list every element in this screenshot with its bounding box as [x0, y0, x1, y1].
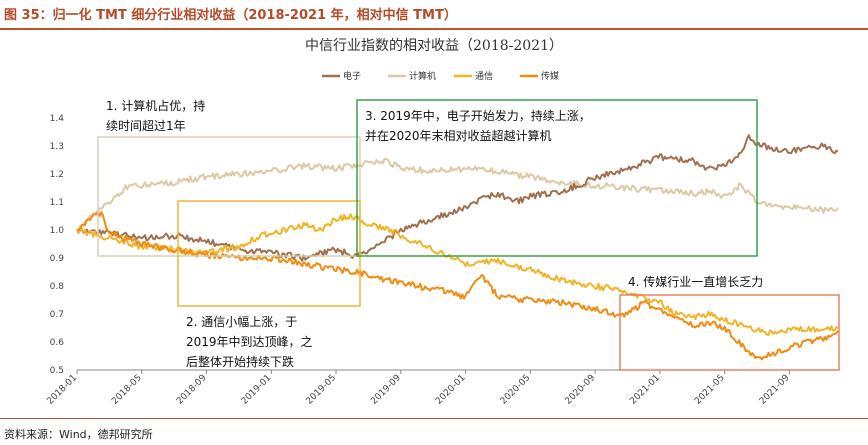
- series-line-1: [76, 134, 839, 262]
- annotation-text: 2019年中到达顶峰，之: [186, 334, 313, 349]
- y-tick-label: 1.2: [50, 170, 64, 180]
- annotation-text: 并在2020年末相对收益超越计算机: [365, 128, 552, 143]
- annotation-box: [177, 200, 361, 307]
- annotation-text: 4. 传媒行业一直增长乏力: [628, 274, 763, 289]
- y-tick-label: 1.0: [50, 226, 65, 236]
- annotation-text: 续时间超过1年: [106, 118, 186, 133]
- annotation-text: 2. 通信小幅上涨，于: [186, 314, 297, 329]
- x-axis: 2018-01 2018-05 2018-09 2019-01 2019-05 2019-…: [45, 369, 838, 407]
- chart-title: 中信行业指数的相对收益（2018-2021）: [305, 38, 563, 54]
- chart: 中信行业指数的相对收益（2018-2021） 电子 计算机 通信 传媒 0.50.60…: [45, 38, 840, 407]
- series-line-4: [76, 211, 839, 361]
- annotation-box: [356, 99, 758, 257]
- figure-title: 图 35：归一化 TMT 细分行业相对收益（2018-2021 年，相对中信 T…: [4, 8, 457, 23]
- x-tick-label: 2021-09: [758, 373, 792, 407]
- y-tick-label: 1.4: [50, 114, 65, 124]
- annotation-text: 3. 2019年中，电子开始发力，持续上涨，: [365, 108, 591, 123]
- series-layer: [76, 134, 839, 361]
- y-tick-label: 0.7: [50, 310, 64, 320]
- legend-label: 计算机: [409, 70, 436, 82]
- x-tick-label: 2019-09: [369, 373, 403, 407]
- series-line-2: [76, 157, 839, 232]
- annotation-box: [97, 136, 361, 257]
- annotation-text: 后整体开始持续下跌: [186, 354, 294, 369]
- title-rule: [0, 28, 868, 30]
- y-tick-label: 0.8: [50, 282, 65, 292]
- annotation-box: [619, 294, 840, 371]
- y-tick-label: 1.1: [50, 198, 64, 208]
- x-tick-label: 2020-01: [434, 373, 468, 407]
- y-axis: 0.5 0.6 0.7 0.8 0.9 1.0 1.1 1.2 1.3 1.4: [50, 114, 65, 376]
- source-rule: [0, 418, 868, 419]
- y-tick-label: 0.5: [50, 366, 64, 376]
- y-tick-label: 0.6: [50, 338, 65, 348]
- y-tick-label: 1.3: [50, 142, 64, 152]
- legend-label: 传媒: [541, 70, 559, 82]
- legend: 电子 计算机 通信 传媒: [322, 70, 559, 82]
- x-tick-label: 2018-01: [45, 373, 79, 407]
- y-tick-label: 0.9: [50, 254, 65, 264]
- annotation-text: 1. 计算机占优，持: [106, 98, 205, 113]
- x-tick-label: 2019-05: [305, 373, 339, 407]
- x-tick-label: 2019-01: [240, 373, 274, 407]
- x-tick-label: 2020-09: [564, 373, 598, 407]
- x-tick-label: 2021-01: [628, 373, 662, 407]
- x-tick-label: 2021-05: [693, 373, 727, 407]
- x-tick-label: 2018-09: [175, 373, 209, 407]
- legend-label: 电子: [343, 70, 361, 82]
- source-note: 资料来源：Wind，德邦研究所: [4, 428, 153, 441]
- legend-label: 通信: [475, 70, 493, 82]
- x-tick-label: 2020-05: [499, 373, 533, 407]
- x-tick-label: 2018-05: [110, 373, 144, 407]
